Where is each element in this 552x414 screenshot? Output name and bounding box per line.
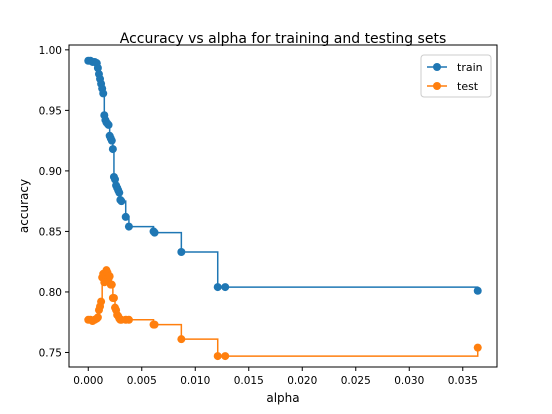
data-point-train xyxy=(104,120,113,129)
legend-label-train: train xyxy=(457,61,483,74)
y-axis-label: accuracy xyxy=(17,179,31,233)
legend-marker-test xyxy=(433,82,441,90)
data-point-train xyxy=(473,286,482,295)
x-tick-label: 0.025 xyxy=(341,375,371,387)
data-point-train xyxy=(177,248,186,256)
y-tick-label: 0.95 xyxy=(39,105,62,117)
data-point-train xyxy=(121,212,130,221)
data-point-train xyxy=(111,175,120,184)
plot-frame xyxy=(68,44,498,368)
data-point-test xyxy=(213,352,222,361)
legend-label-test: test xyxy=(457,80,479,93)
legend-marker-train xyxy=(433,63,441,71)
y-tick-label: 0.75 xyxy=(39,347,62,359)
y-axis-ticks: 0.75 0.80 0.85 0.90 0.95 1.00 xyxy=(39,45,69,359)
data-point-train xyxy=(115,188,124,197)
y-tick-label: 0.90 xyxy=(39,166,62,178)
x-tick-label: 0.010 xyxy=(180,375,210,387)
x-tick-label: 0.005 xyxy=(127,375,157,387)
x-axis-label: alpha xyxy=(266,391,299,405)
legend: train test xyxy=(420,54,492,98)
data-point-test xyxy=(97,297,106,306)
data-point-test xyxy=(150,320,159,329)
data-point-train xyxy=(150,228,159,237)
chart-title: Accuracy vs alpha for training and testi… xyxy=(120,31,447,47)
x-tick-label: 0.020 xyxy=(287,375,317,387)
data-point-test xyxy=(177,335,186,344)
data-point-train xyxy=(108,145,117,154)
x-axis-ticks: 0.000 0.005 0.010 0.015 0.020 0.025 0.030 0.035 xyxy=(73,367,478,387)
data-point-test xyxy=(107,280,116,289)
data-point-train xyxy=(221,283,230,292)
series-test xyxy=(84,266,482,361)
data-point-train xyxy=(107,136,116,145)
data-point-test xyxy=(473,343,482,352)
y-tick-label: 0.85 xyxy=(39,226,62,238)
data-point-train xyxy=(99,89,108,98)
data-point-test xyxy=(109,294,118,302)
x-tick-label: 0.030 xyxy=(394,375,424,387)
series-train xyxy=(84,56,482,295)
data-point-test xyxy=(124,315,133,324)
data-point-train xyxy=(124,222,133,231)
series-layer xyxy=(84,56,482,361)
data-point-test xyxy=(105,272,114,281)
x-tick-label: 0.000 xyxy=(73,375,103,387)
data-point-train xyxy=(117,197,126,206)
data-point-train xyxy=(213,283,222,292)
data-point-test xyxy=(221,352,230,361)
data-point-train xyxy=(93,64,102,72)
data-point-test xyxy=(93,313,102,322)
y-tick-label: 0.80 xyxy=(39,287,62,299)
y-tick-label: 1.00 xyxy=(39,45,62,57)
x-tick-label: 0.015 xyxy=(234,375,264,387)
x-tick-label: 0.035 xyxy=(448,375,478,387)
